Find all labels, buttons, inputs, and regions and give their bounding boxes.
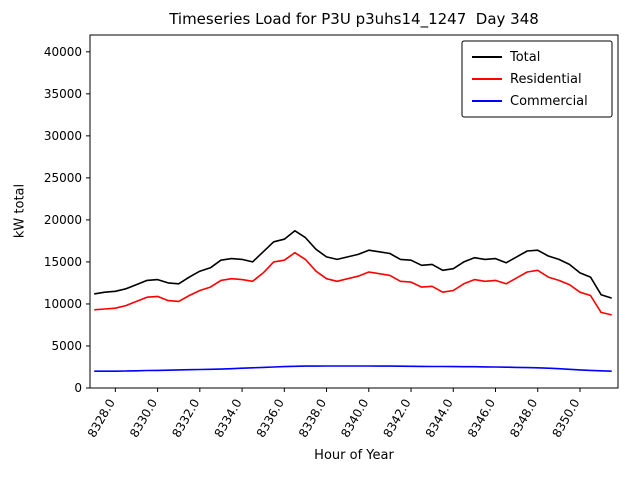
x-tick-label: 8330.0 <box>127 397 160 440</box>
y-tick-label: 0 <box>74 381 82 395</box>
y-tick-label: 40000 <box>44 45 82 59</box>
x-tick-label: 8334.0 <box>212 397 245 440</box>
y-tick-label: 5000 <box>51 339 82 353</box>
series-line-residential <box>94 251 612 316</box>
y-axis-label: kW total <box>12 183 28 239</box>
y-tick-label: 10000 <box>44 297 82 311</box>
y-tick-label: 25000 <box>44 171 82 185</box>
y-tick-label: 20000 <box>44 213 82 227</box>
x-tick-label: 8350.0 <box>549 397 582 440</box>
chart-title: Timeseries Load for P3U p3uhs14_1247 Day… <box>169 10 539 28</box>
x-tick-label: 8346.0 <box>465 397 498 440</box>
x-tick-label: 8340.0 <box>338 397 371 440</box>
series-line-total <box>94 230 612 299</box>
y-tick-label: 15000 <box>44 255 82 269</box>
series-line-commercial <box>94 365 612 373</box>
x-axis-label: Hour of Year <box>314 448 394 463</box>
axes-frame <box>89 34 619 389</box>
y-tick-label: 30000 <box>44 129 82 143</box>
legend-label-commercial: Commercial <box>510 94 588 109</box>
x-tick-label: 8342.0 <box>380 397 413 440</box>
x-tick-label: 8348.0 <box>507 397 540 440</box>
y-tick-label: 35000 <box>44 87 82 101</box>
x-tick-label: 8338.0 <box>296 397 329 440</box>
x-tick-label: 8332.0 <box>169 397 202 440</box>
legend-box <box>461 40 613 118</box>
legend-label-residential: Residential <box>510 72 582 87</box>
x-tick-label: 8328.0 <box>85 397 118 440</box>
legend-label-total: Total <box>509 50 540 65</box>
x-tick-label: 8336.0 <box>254 397 287 440</box>
x-tick-label: 8344.0 <box>423 397 456 440</box>
